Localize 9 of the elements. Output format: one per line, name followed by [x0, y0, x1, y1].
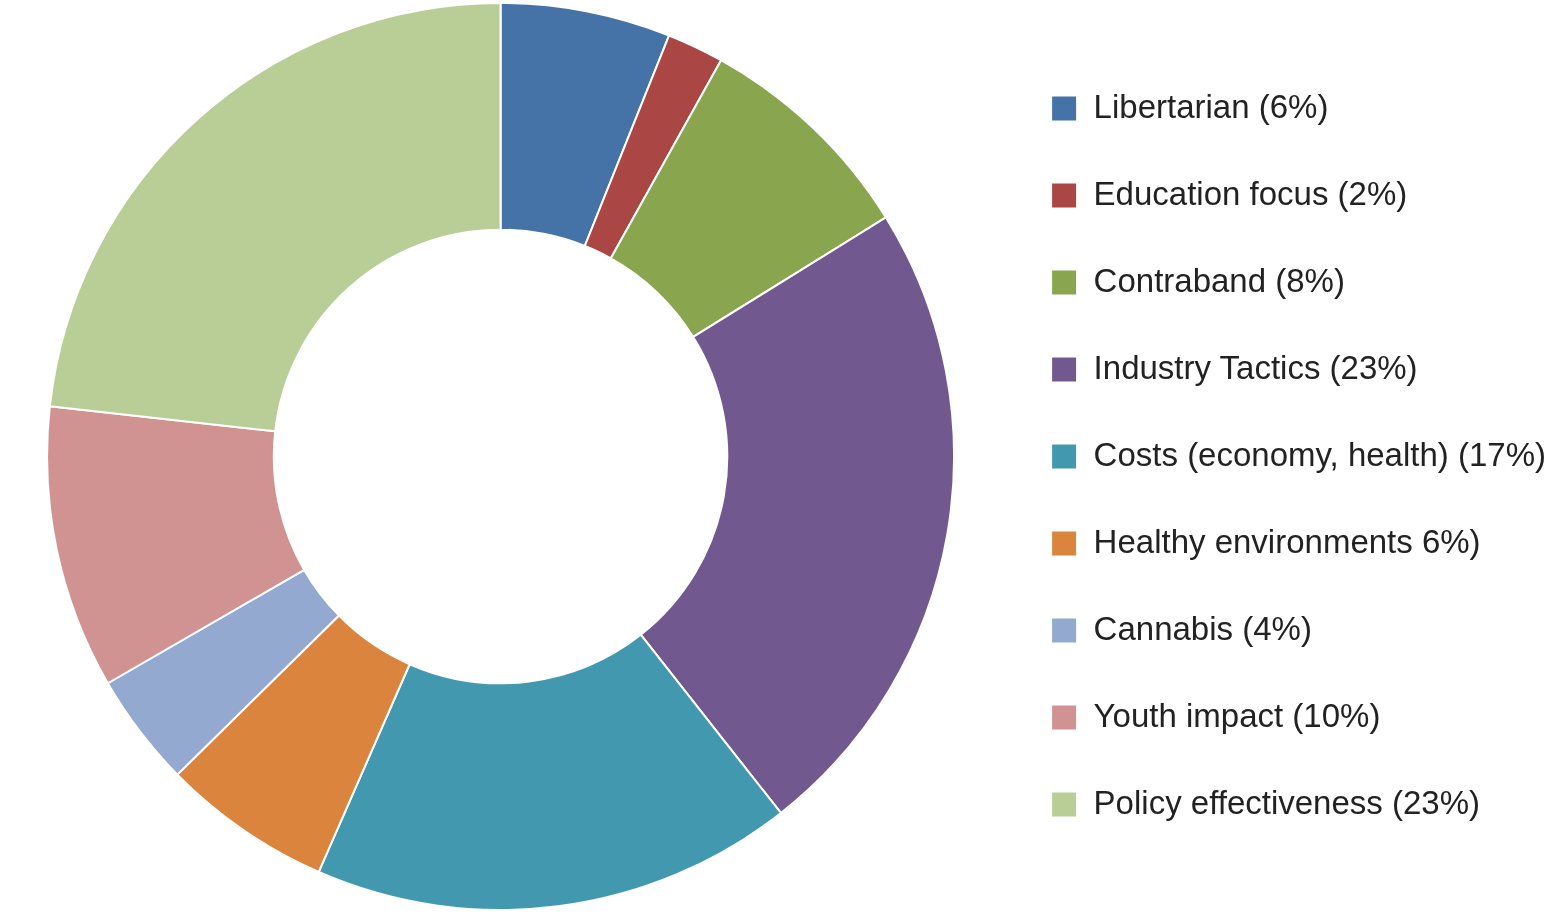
legend-label: Policy effectiveness (23%) — [1093, 783, 1481, 821]
legend-label: Youth impact (10%) — [1093, 696, 1381, 734]
legend-label: Cannabis (4%) — [1093, 609, 1312, 647]
legend-label: Costs (economy, health) (17%) — [1093, 435, 1547, 473]
legend-label: Healthy environments 6%) — [1093, 522, 1481, 560]
legend-label: Contraband (8%) — [1093, 261, 1345, 299]
legend-label: Education focus (2%) — [1093, 174, 1408, 212]
legend-label: Libertarian (6%) — [1093, 87, 1329, 125]
legend-label: Industry Tactics (23%) — [1093, 348, 1418, 386]
